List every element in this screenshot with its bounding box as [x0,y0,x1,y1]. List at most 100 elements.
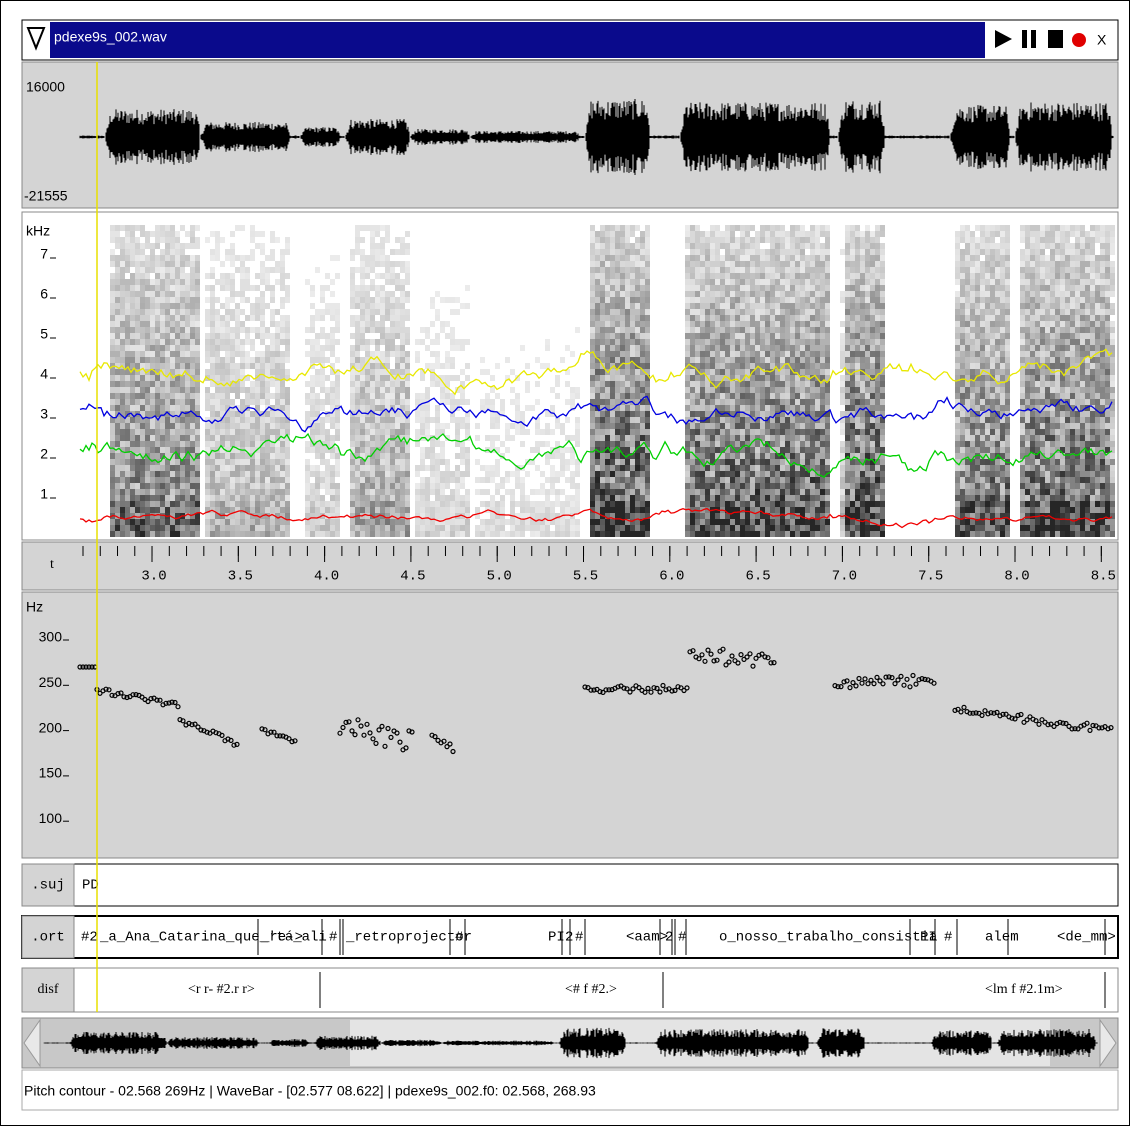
spectrogram-cell [355,321,360,327]
spectrogram-cell [170,405,175,411]
stop-button[interactable] [1048,30,1063,48]
spectrogram-cell [625,489,630,495]
spectrogram-cell [180,261,185,267]
spectrogram-cell [750,279,755,285]
spectrogram-cell [770,291,775,297]
spectrogram-cell [690,495,695,501]
spectrogram-cell [145,387,150,393]
spectrogram-cell [435,531,440,537]
spectrogram-cell [595,345,600,351]
spectrogram-cell [570,351,575,357]
spectrogram-cell [635,291,640,297]
spectrogram-cell [175,399,180,405]
spectrogram-cell [375,519,380,525]
spectrogram-cell [710,483,715,489]
spectrogram-cell [745,231,750,237]
spectrogram-cell [435,513,440,519]
spectrogram-cell [810,315,815,321]
spectrogram-cell [760,477,765,483]
spectrogram-cell [375,249,380,255]
spectrogram-cell [805,279,810,285]
spectrogram-cell [770,261,775,267]
spectrogram-cell [245,435,250,441]
spectrogram-cell [685,261,690,267]
spectrogram-cell [420,531,425,537]
spectrogram-cell [145,483,150,489]
spectrogram-cell [630,495,635,501]
spectrogram-cell [150,531,155,537]
spectrogram-cell [800,441,805,447]
spectrogram-cell [535,531,540,537]
spectrogram-cell [135,303,140,309]
spectrogram-cell [525,381,530,387]
spectrogram-cell [785,303,790,309]
spectrogram-cell [350,297,355,303]
spectrogram-cell [125,429,130,435]
spectrogram-cell [725,465,730,471]
spectrogram-cell [145,525,150,531]
spectrogram-cell [735,501,740,507]
spectrogram-cell [155,273,160,279]
spectrogram-cell [720,231,725,237]
spectrogram-cell [190,525,195,531]
spectrogram-cell [480,489,485,495]
spectrogram-cell [240,423,245,429]
spectrogram-cell [765,435,770,441]
close-button[interactable]: X [1097,32,1107,48]
spectrogram-cell [165,249,170,255]
spectrogram-cell [800,423,805,429]
spectrogram-cell [155,375,160,381]
spectrogram-cell [305,531,310,537]
spectrogram-cell [135,441,140,447]
spectrogram-cell [365,351,370,357]
spectrogram-cell [400,381,405,387]
spectrogram-cell [440,489,445,495]
spectrogram-cell [695,351,700,357]
spectrogram-cell [565,513,570,519]
spectrogram-cell [275,279,280,285]
spectrogram-cell [800,249,805,255]
spectrogram-cell [125,279,130,285]
spectrogram-cell [645,507,650,513]
spectrogram-cell [600,225,605,231]
spectrogram-cell [785,531,790,537]
spectrogram-cell [285,405,290,411]
spectrogram-cell [625,249,630,255]
spectrogram-cell [805,519,810,525]
spectrogram-cell [755,369,760,375]
spectrogram-cell [635,243,640,249]
spectrogram-cell [735,423,740,429]
spectrogram-cell [755,279,760,285]
spectrogram-cell [175,465,180,471]
record-button[interactable] [1072,33,1086,47]
spectrogram-cell [745,393,750,399]
spectrogram-cell [165,309,170,315]
spectrogram-cell [115,375,120,381]
spectrogram-cell [140,465,145,471]
spectrogram-cell [165,333,170,339]
spectrogram-cell [430,441,435,447]
spectrogram-cell [185,465,190,471]
spectrogram-cell [725,525,730,531]
spectrogram-cell [360,375,365,381]
spectrogram-cell [730,327,735,333]
spectrogram-cell [395,261,400,267]
spectrogram-cell [280,363,285,369]
spectrogram-cell [145,285,150,291]
spectrogram-cell [225,477,230,483]
spectrogram-cell [610,327,615,333]
spectrogram-cell [770,387,775,393]
spectrogram-cell [440,453,445,459]
spectrogram-cell [365,471,370,477]
spectrogram-cell [250,381,255,387]
spectrogram-cell [380,297,385,303]
spectrogram-cell [380,525,385,531]
spectrogram-cell [760,285,765,291]
spectrogram-cell [700,429,705,435]
spectrogram-cell [375,297,380,303]
spectrogram-cell [785,261,790,267]
spectrogram-cell [225,519,230,525]
spectrogram-cell [380,483,385,489]
spectrogram-cell [725,315,730,321]
spectrogram-cell [110,333,115,339]
